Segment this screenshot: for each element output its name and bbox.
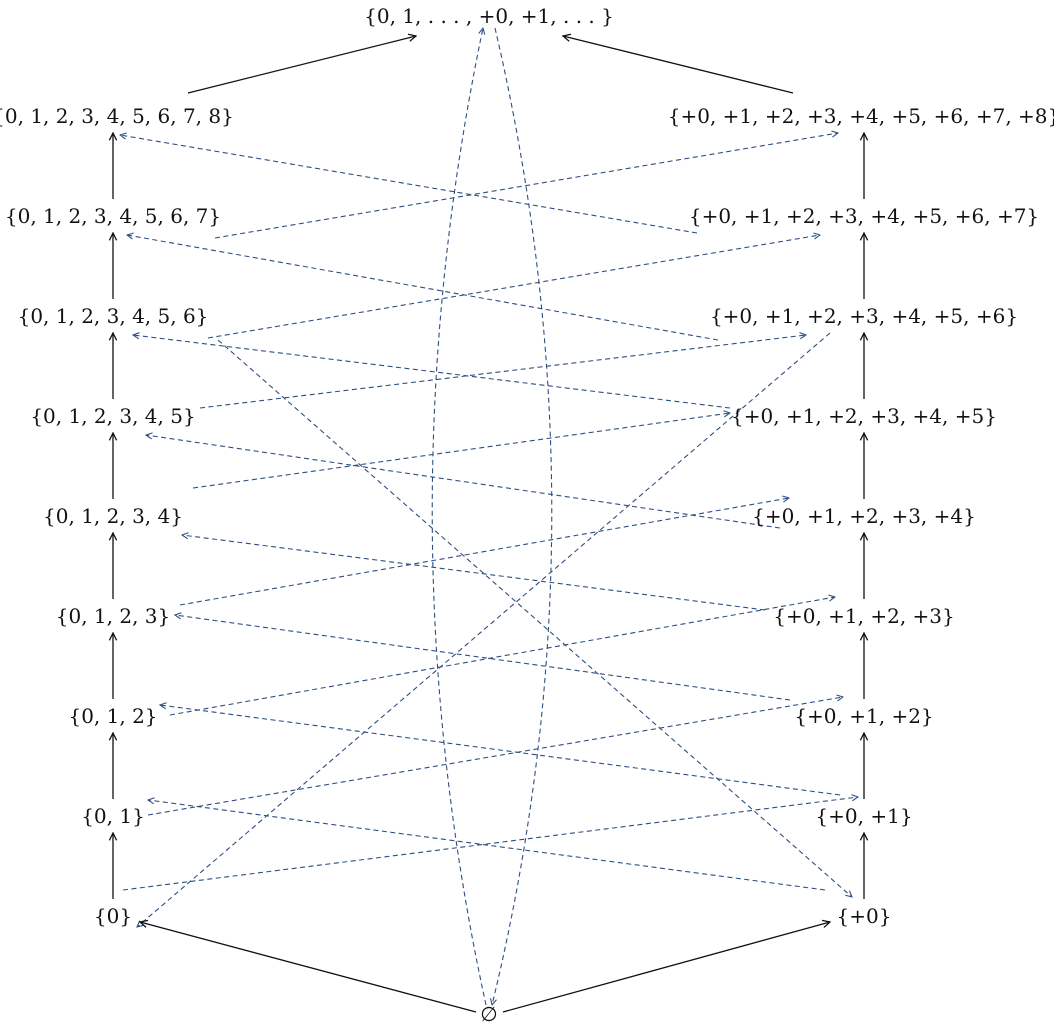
node-right-4: {+0, +1, +2, +3, +4} (752, 504, 976, 528)
dashed-arrow-right-6-to-left-0 (137, 332, 831, 927)
dashed-arrow-right-7-to-left-8 (120, 135, 698, 234)
dashed-arrow-left-6-to-right-7 (207, 235, 820, 339)
dashed-arrow-left-2-to-right-3 (169, 597, 835, 716)
dashed-curve-top-to-empty-right (492, 27, 553, 1005)
node-left-3: {0, 1, 2, 3} (56, 604, 171, 628)
arrow-right-8-to-top (563, 36, 794, 94)
node-left-6: {0, 1, 2, 3, 4, 5, 6} (18, 304, 209, 328)
dashed-arrow-right-1-to-left-2 (160, 705, 841, 796)
dashed-edges-group (120, 28, 858, 1005)
dashed-arrow-right-4-to-left-5 (146, 435, 781, 529)
node-left-0: {0} (94, 904, 132, 928)
arrow-empty-to-right-0 (502, 922, 830, 1013)
node-left-2: {0, 1, 2} (68, 704, 157, 728)
node-right-6: {+0, +1, +2, +3, +4, +5, +6} (710, 304, 1018, 328)
node-left-8: {0, 1, 2, 3, 4, 5, 6, 7, 8} (0, 104, 234, 128)
dashed-arrow-right-2-to-left-3 (175, 615, 791, 701)
node-right-1: {+0, +1} (815, 804, 912, 828)
dashed-arrow-right-3-to-left-4 (182, 535, 766, 611)
node-right-7: {+0, +1, +2, +3, +4, +5, +6, +7} (689, 204, 1039, 228)
dashed-arrow-left-3-to-right-4 (179, 498, 789, 606)
dashed-arrow-left-7-to-right-8 (214, 133, 838, 239)
arrow-empty-to-left-0 (140, 922, 477, 1013)
solid-edges-group (113, 36, 864, 1013)
dashed-arrow-right-5-to-left-6 (133, 335, 731, 409)
node-right-5: {+0, +1, +2, +3, +4, +5} (731, 404, 997, 428)
dashed-arrow-left-6-to-right-0 (217, 339, 852, 897)
dashed-arrow-right-0-to-left-1 (148, 800, 826, 891)
node-right-2: {+0, +1, +2} (794, 704, 933, 728)
arrow-left-8-to-top (187, 36, 416, 94)
dashed-arrow-left-1-to-right-2 (147, 697, 843, 816)
dashed-curve-empty-to-top-left (431, 28, 487, 1006)
dashed-arrow-left-4-to-right-5 (192, 413, 730, 489)
dashed-arrow-left-0-to-right-1 (122, 797, 858, 891)
node-left-4: {0, 1, 2, 3, 4} (43, 504, 183, 528)
node-top: {0, 1, . . . , +0, +1, . . . } (364, 4, 614, 28)
node-left-5: {0, 1, 2, 3, 4, 5} (30, 404, 195, 428)
node-right-3: {+0, +1, +2, +3} (773, 604, 955, 628)
dashed-arrow-left-5-to-right-6 (199, 335, 806, 409)
node-left-1: {0, 1} (81, 804, 145, 828)
node-left-7: {0, 1, 2, 3, 4, 5, 6, 7} (5, 204, 221, 228)
node-empty: ∅ (480, 1002, 497, 1026)
dashed-arrow-right-6-to-left-7 (127, 235, 719, 341)
node-labels-group: {0, 1, . . . , +0, +1, . . . } ∅ {0} {0,… (0, 4, 1054, 1026)
node-right-8: {+0, +1, +2, +3, +4, +5, +6, +7, +8} (668, 104, 1054, 128)
node-right-0: {+0} (837, 904, 892, 928)
